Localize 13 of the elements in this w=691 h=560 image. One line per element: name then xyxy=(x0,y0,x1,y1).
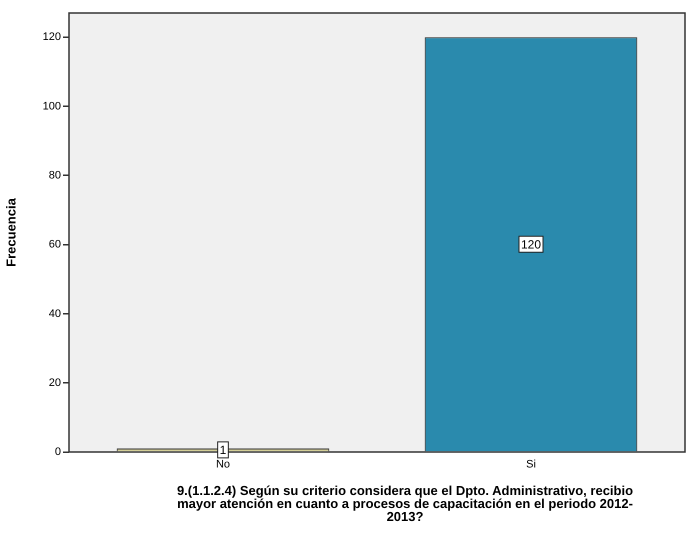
y-tick-label: 0 xyxy=(54,446,61,458)
y-tick-label: 100 xyxy=(42,100,61,112)
data-label: 120 xyxy=(520,238,542,252)
y-tick-label: 20 xyxy=(48,376,61,389)
y-axis-title: Frecuencia xyxy=(3,197,18,267)
data-label: 1 xyxy=(220,443,227,458)
y-tick-label: 80 xyxy=(48,169,61,182)
y-tick-label: 40 xyxy=(48,308,61,320)
y-tick-label: 120 xyxy=(42,31,61,44)
x-tick-label: No xyxy=(216,458,230,471)
x-tick-label: Si xyxy=(526,458,536,471)
x-axis-title: 9.(1.1.2.4) Según su criterio considera que el Dpto. Administrativo, recibio mayor atención en cuanto a procesos de capacitación en el periodo 2012-2013? xyxy=(176,483,634,524)
y-tick-label: 60 xyxy=(48,238,61,251)
